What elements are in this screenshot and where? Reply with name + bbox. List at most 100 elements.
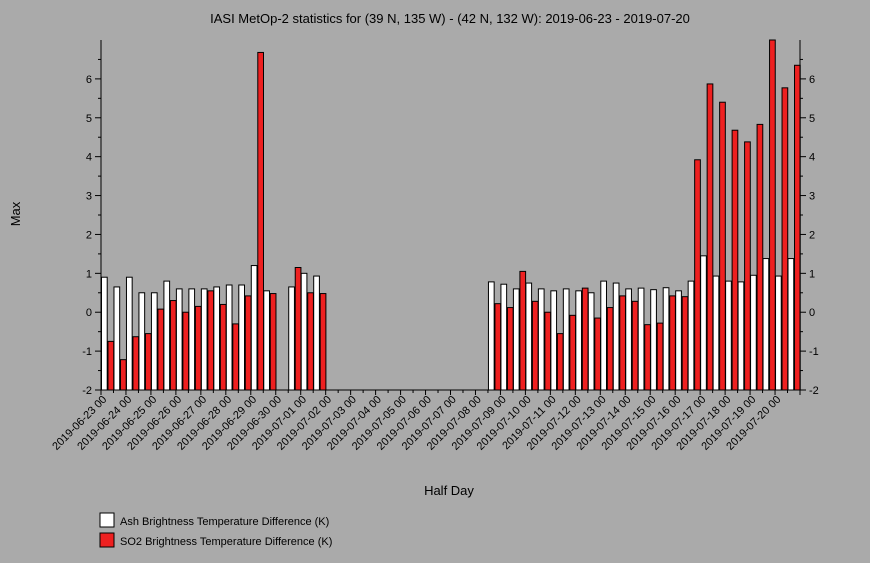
so2-bar <box>606 307 614 391</box>
ash-bar <box>662 287 670 391</box>
ash-bar <box>138 292 146 391</box>
so2-bar <box>744 141 751 391</box>
so2-bar <box>519 270 527 391</box>
so2-bar <box>182 311 190 391</box>
so2-bar <box>631 300 639 391</box>
ash-bar <box>575 290 583 391</box>
ash-bar <box>787 258 795 391</box>
ash-bar <box>650 289 657 391</box>
so2-bar <box>494 303 502 391</box>
legend-label-ash: Ash Brightness Temperature Difference (K… <box>120 516 329 528</box>
so2-bar <box>794 64 801 391</box>
ash-bar <box>750 274 757 391</box>
so2-bar <box>731 129 739 391</box>
legend-swatch-so2 <box>99 532 115 548</box>
ash-bar <box>225 284 233 391</box>
so2-bar <box>544 311 552 391</box>
so2-bar <box>219 303 227 391</box>
y-tick-label-right: -1 <box>809 346 819 358</box>
ash-bar <box>512 288 520 391</box>
ash-bar <box>113 286 121 391</box>
ash-bar <box>250 265 258 391</box>
y-tick-label-left: 3 <box>86 191 92 203</box>
y-tick-label-left: 5 <box>86 113 92 125</box>
so2-bar <box>531 300 539 391</box>
ash-bar <box>712 275 720 391</box>
so2-bar <box>619 295 626 391</box>
ash-bar <box>625 288 632 391</box>
ash-bar <box>737 281 745 391</box>
y-tick-label-left: 0 <box>86 307 92 319</box>
so2-bar <box>257 51 264 391</box>
ash-bar <box>637 287 645 391</box>
so2-bar <box>169 300 177 391</box>
ash-bar <box>300 272 308 391</box>
so2-bar <box>581 287 589 391</box>
y-tick-label-right: 5 <box>809 113 815 125</box>
y-tick-label-left: 4 <box>86 152 92 164</box>
ash-bar <box>487 281 495 391</box>
so2-bar <box>157 308 165 391</box>
y-tick-label-left: -1 <box>82 346 92 358</box>
so2-bar <box>307 292 314 391</box>
legend: Ash Brightness Temperature Difference (K… <box>99 512 332 548</box>
ash-bar <box>725 280 732 391</box>
so2-bar <box>207 290 215 391</box>
ash-bar <box>175 288 183 391</box>
ash-bar <box>500 283 508 391</box>
so2-bar <box>706 83 714 391</box>
y-tick-label-right: 3 <box>809 191 815 203</box>
y-tick-label-left: 6 <box>86 74 92 86</box>
legend-swatch-ash <box>99 512 115 528</box>
ash-bar <box>213 286 221 391</box>
y-tick-label-right: 4 <box>809 152 815 164</box>
ash-bar <box>612 282 620 391</box>
ash-bar <box>188 288 196 391</box>
ash-bar <box>775 275 782 391</box>
so2-bar <box>756 123 764 391</box>
so2-bar <box>594 317 601 391</box>
ash-bar <box>675 290 682 391</box>
y-tick-label-right: 2 <box>809 229 815 241</box>
so2-bar <box>232 323 240 391</box>
so2-bar <box>644 324 651 391</box>
so2-bar <box>669 295 676 391</box>
so2-bar <box>569 314 577 391</box>
so2-bar <box>144 333 152 391</box>
y-tick-label-right: 1 <box>809 268 815 280</box>
so2-bar <box>294 267 302 391</box>
legend-label-so2: SO2 Brightness Temperature Difference (K… <box>120 536 332 548</box>
ash-bar <box>550 290 558 391</box>
so2-bar <box>244 295 252 391</box>
ash-bar <box>600 280 607 391</box>
ash-bar <box>288 286 295 391</box>
ash-bar <box>263 290 270 391</box>
ash-bar <box>762 258 770 391</box>
y-tick-label-right: 6 <box>809 74 815 86</box>
so2-bar <box>656 322 664 391</box>
ash-bar <box>125 276 133 391</box>
so2-bar <box>269 293 277 391</box>
ash-bar <box>101 276 108 391</box>
ash-bar <box>163 280 171 391</box>
ash-bar <box>562 288 570 391</box>
ash-bar <box>313 275 320 391</box>
ash-bar <box>150 292 158 391</box>
y-tick-label-left: 2 <box>86 229 92 241</box>
so2-bar <box>319 293 327 391</box>
y-tick-label-right: 0 <box>809 307 815 319</box>
bars <box>101 39 801 391</box>
ash-bar <box>700 255 707 391</box>
chart-title: IASI MetOp-2 statistics for (39 N, 135 W… <box>210 11 690 26</box>
ash-bar <box>537 288 545 391</box>
y-tick-label-left: 1 <box>86 268 92 280</box>
so2-bar <box>556 333 564 391</box>
ash-bar <box>525 282 533 391</box>
so2-bar <box>694 159 701 391</box>
so2-bar <box>719 101 726 391</box>
so2-bar <box>769 39 776 391</box>
y-axis-label: Max <box>8 201 23 226</box>
y-tick-label-left: -2 <box>82 385 92 397</box>
ash-bar <box>587 292 595 391</box>
